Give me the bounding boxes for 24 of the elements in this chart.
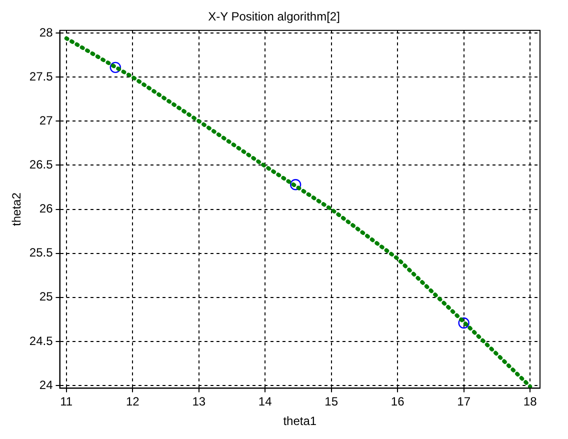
point: [458, 317, 470, 329]
x-tick-label: 14: [258, 394, 272, 409]
point: [290, 179, 302, 190]
point: [110, 62, 121, 74]
x-tick-label: 17: [457, 394, 471, 409]
y-tick-label: 27.5: [29, 69, 54, 84]
x-tick-label: 12: [126, 394, 140, 409]
x-tick-label: 11: [60, 394, 73, 409]
x-tick-label: 13: [192, 394, 206, 409]
y-tick-label: 24.5: [29, 334, 54, 348]
x-tick-label: 15: [324, 394, 338, 409]
y-tick-label: 26.5: [29, 158, 54, 172]
y-tick-label: 28: [39, 25, 54, 40]
x-tick-label: 16: [390, 394, 405, 409]
y-tick-label: 26: [39, 202, 54, 216]
y-tick-label: 25.5: [29, 246, 54, 260]
chart-title: X-Y Position algorithm[2]: [208, 10, 340, 24]
y-tick-label: 25: [39, 290, 54, 304]
y-tick-label: 24: [39, 378, 54, 392]
y-tick-label: 27: [39, 113, 54, 128]
y-axis-title: theta2: [10, 192, 24, 226]
x-axis-title: theta1: [283, 414, 317, 428]
line-series: [64, 36, 532, 388]
x-tick-label: 18: [523, 394, 538, 409]
